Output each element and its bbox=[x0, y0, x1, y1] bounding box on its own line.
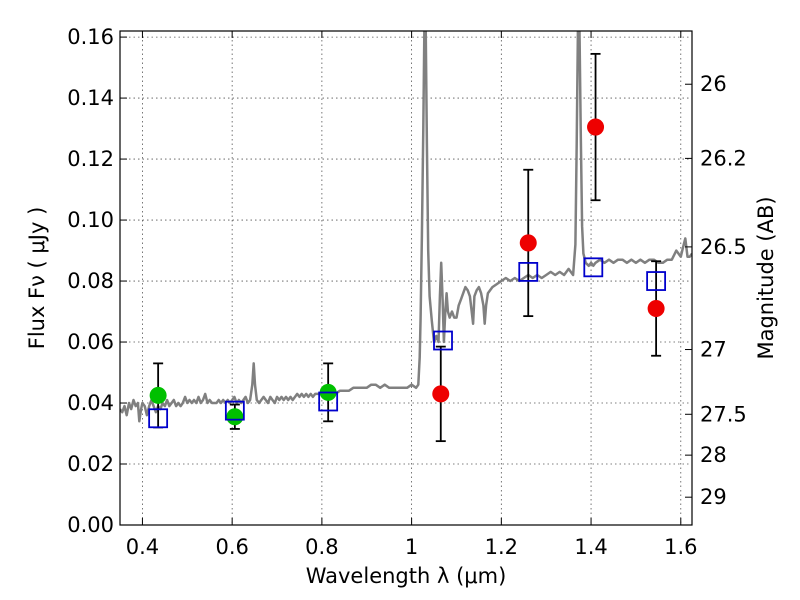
y2-tick-label: 26 bbox=[700, 72, 727, 96]
y2-tick-label: 26.2 bbox=[700, 146, 747, 170]
model-flux-square bbox=[224, 400, 245, 421]
model-flux-square bbox=[318, 391, 339, 412]
x-tick-label: 1.2 bbox=[485, 535, 518, 559]
x-axis-label: Wavelength λ (μm) bbox=[306, 564, 507, 588]
y-tick-label: 0.04 bbox=[67, 391, 114, 415]
x-tick-label: 1.6 bbox=[664, 535, 697, 559]
spectrum-line bbox=[120, 31, 692, 423]
spectrum-layer bbox=[120, 31, 692, 423]
plot-frame bbox=[119, 30, 693, 526]
y-tick-label: 0.08 bbox=[67, 269, 114, 293]
photometry-point bbox=[149, 386, 167, 404]
photometry-point bbox=[519, 234, 537, 252]
y-tick-label: 0.14 bbox=[67, 86, 114, 110]
y-tick-label: 0.10 bbox=[67, 208, 114, 232]
model-flux-square bbox=[433, 330, 453, 351]
x-tick-label: 1.4 bbox=[574, 535, 607, 559]
photometry-point bbox=[432, 385, 450, 403]
model-flux-square bbox=[518, 262, 539, 282]
y-tick-label: 0.00 bbox=[67, 513, 114, 537]
model-flux-square bbox=[583, 257, 604, 278]
ticks bbox=[120, 31, 692, 526]
photometry-point bbox=[226, 408, 244, 426]
y-axis-label: Flux Fν ( μJy ) bbox=[25, 207, 49, 350]
y-tick-label: 0.02 bbox=[67, 452, 114, 476]
y2-tick-label: 29 bbox=[700, 485, 727, 509]
photometry-point bbox=[587, 118, 605, 136]
photometry-point bbox=[647, 299, 665, 317]
model-flux-square bbox=[148, 408, 169, 429]
y2-tick-label: 26.5 bbox=[700, 235, 747, 259]
y2-axis-label: Magnitude (AB) bbox=[754, 196, 778, 359]
x-tick-label: 0.6 bbox=[215, 535, 248, 559]
x-tick-label: 1 bbox=[405, 535, 418, 559]
y2-tick-label: 27.5 bbox=[700, 402, 747, 426]
y-tick-label: 0.12 bbox=[67, 147, 114, 171]
model-flux-square bbox=[646, 271, 667, 291]
x-tick-label: 0.4 bbox=[126, 535, 159, 559]
tick-labels: 0.4 0.6 0.8 1 1.2 1.4 1.6 0.00 0.02 0.04 0.06 0.08 0… bbox=[67, 25, 747, 559]
y2-tick-label: 27 bbox=[700, 338, 727, 362]
y-tick-label: 0.06 bbox=[67, 330, 114, 354]
y-tick-label: 0.16 bbox=[67, 25, 114, 49]
y2-tick-label: 28 bbox=[700, 443, 727, 467]
markers bbox=[148, 118, 667, 429]
x-tick-label: 0.8 bbox=[305, 535, 338, 559]
